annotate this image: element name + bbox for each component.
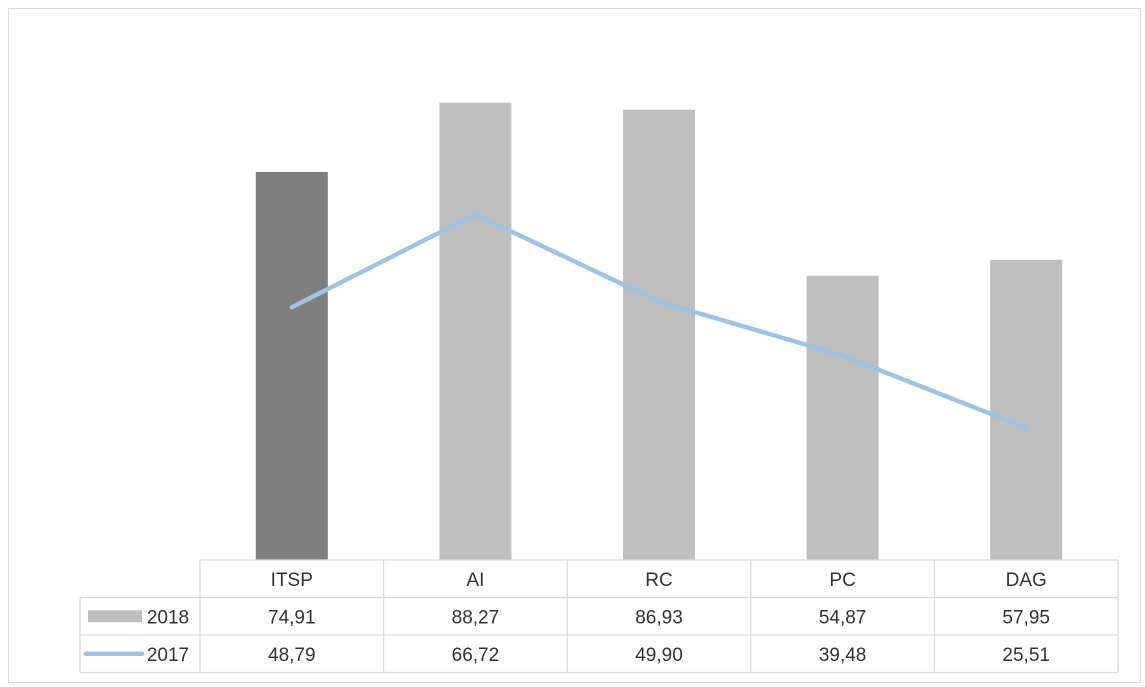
data-label-2018-itsp: 74,91: [268, 607, 316, 628]
data-label-2017-pc: 39,48: [819, 645, 867, 666]
bar-ai: [439, 102, 512, 560]
data-label-2017-itsp: 48,79: [268, 645, 316, 666]
series-name-2017: 2017: [147, 645, 189, 666]
data-label-2018-ai: 88,27: [452, 607, 500, 628]
series-name-2018: 2018: [147, 607, 189, 628]
data-table: ITSP AI RC PC DAG 2018 74,91 88,27 86,93 54,87 57,…: [79, 559, 1119, 674]
category-label-rc: RC: [645, 570, 672, 591]
category-label-pc: PC: [829, 570, 855, 591]
category-label-dag: DAG: [1006, 570, 1047, 591]
category-label-itsp: ITSP: [271, 570, 313, 591]
data-label-2017-dag: 25,51: [1002, 645, 1050, 666]
data-label-2018-rc: 86,93: [635, 607, 683, 628]
data-label-2017-rc: 49,90: [635, 645, 683, 666]
bar-dag: [990, 259, 1063, 560]
data-label-2018-dag: 57,95: [1002, 607, 1050, 628]
data-label-2018-pc: 54,87: [819, 607, 867, 628]
category-label-ai: AI: [466, 570, 484, 591]
bar-pc: [806, 275, 879, 560]
bar-rc: [623, 109, 695, 560]
data-label-2017-ai: 66,72: [452, 645, 500, 666]
chart-frame: [8, 8, 1141, 683]
bar-itsp: [255, 171, 328, 561]
series-line-2017: [289, 212, 1029, 431]
bar-group: [255, 102, 1063, 561]
legend-key-2018: [88, 610, 142, 623]
